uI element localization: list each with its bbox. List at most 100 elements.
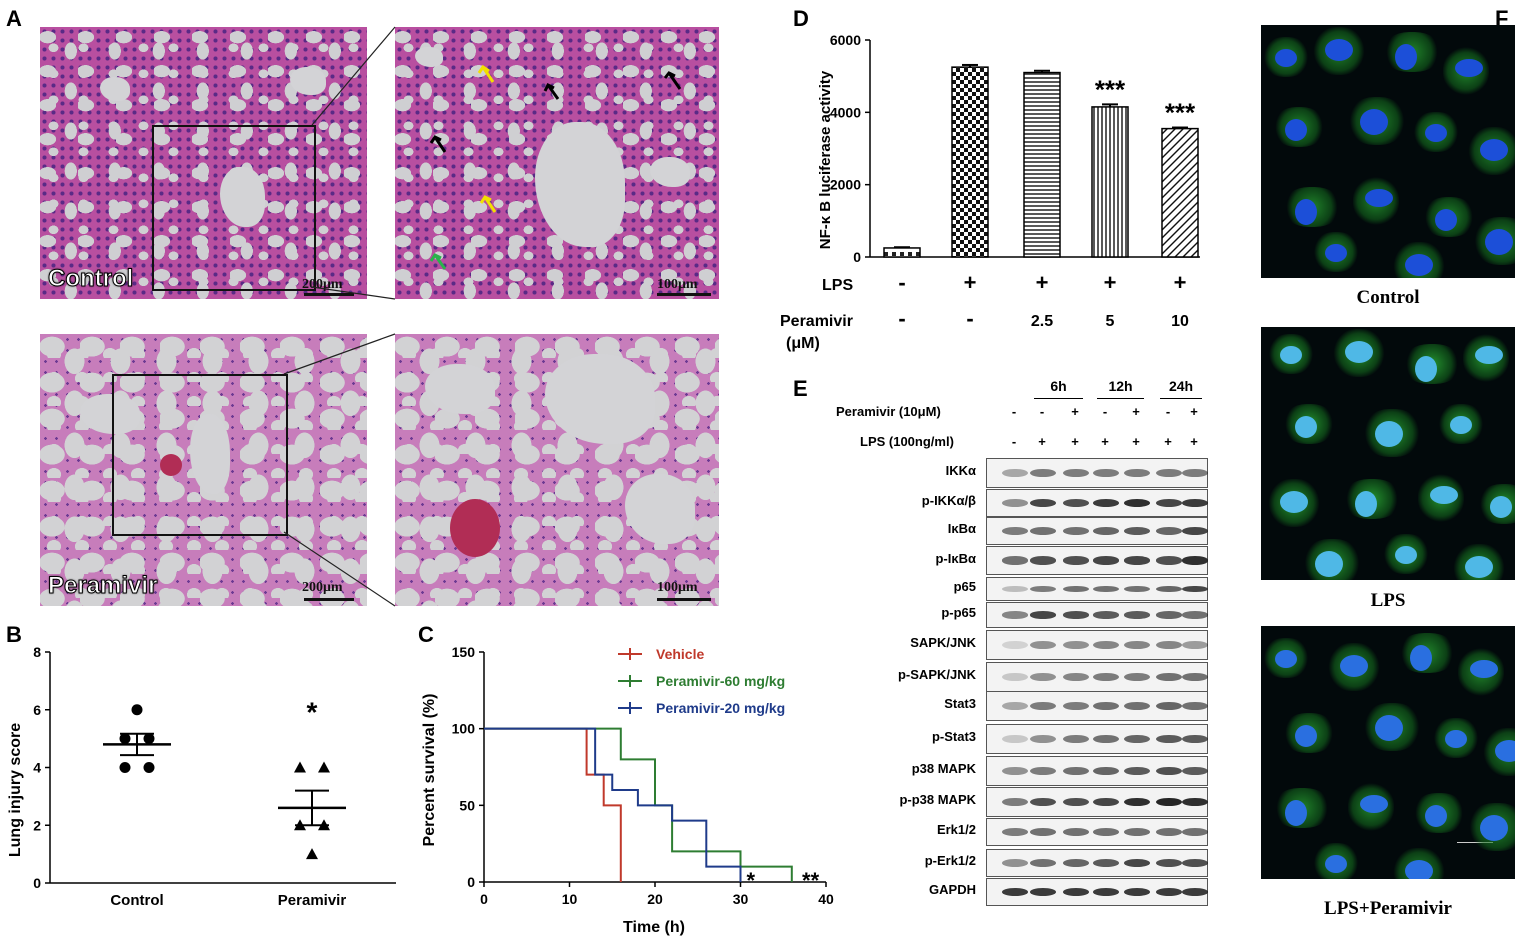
control-label: Control	[47, 265, 134, 293]
blot-band	[1156, 611, 1182, 619]
peramivir-sign: -	[1011, 404, 1017, 419]
blot-band	[1030, 468, 1056, 478]
cell-nucleus	[1470, 660, 1498, 678]
blot-band	[1030, 556, 1056, 565]
lps-sign: +	[1071, 434, 1079, 449]
scale-label-200: 200μm	[302, 580, 343, 595]
blot-band	[1093, 556, 1119, 565]
cell-nucleus	[1395, 546, 1417, 564]
blot-band	[1182, 797, 1208, 807]
peramivir-label: Peramivir	[47, 572, 158, 600]
blot-strip	[986, 849, 1208, 877]
timepoint-bracket	[1097, 398, 1144, 399]
y-tick-label: 150	[452, 644, 476, 660]
peramivir-lung-high-mag: 100μm	[395, 334, 719, 606]
y-tick-label: 50	[459, 797, 475, 813]
blot-band	[1002, 672, 1028, 682]
x-category-label: Control	[110, 892, 163, 909]
cell-nucleus	[1360, 795, 1388, 813]
protein-label: p-Stat3	[931, 729, 976, 744]
survival-curve	[484, 727, 742, 882]
panel-label-f: F	[1495, 6, 1509, 31]
blot-band	[1156, 556, 1182, 565]
blot-strip	[986, 577, 1208, 601]
cell-nucleus	[1325, 244, 1347, 262]
blot-band	[1030, 585, 1056, 593]
zoom-connector-lines	[283, 26, 396, 607]
cell-nucleus	[1340, 655, 1368, 677]
blot-band	[1124, 499, 1150, 507]
caption-lps-peramivir: LPS+Peramivir	[1324, 898, 1452, 919]
cell-nucleus	[1395, 44, 1417, 70]
blot-band	[1002, 701, 1028, 711]
blot-band	[1030, 888, 1056, 896]
protein-label: SAPK/JNK	[910, 635, 976, 650]
y-tick-label: 6	[33, 702, 41, 718]
blot-band	[1002, 527, 1028, 535]
y-axis-label: NF-κ B luciferase activity	[817, 70, 834, 249]
significance-marker: ***	[1095, 74, 1126, 104]
scale-bar	[657, 598, 711, 601]
y-tick-label: 2000	[830, 177, 861, 193]
blot-band	[1124, 640, 1150, 650]
panel-label-c: C	[418, 622, 434, 647]
blot-band	[1182, 640, 1208, 650]
cell-nucleus	[1415, 356, 1437, 382]
cell-nucleus	[1295, 416, 1317, 438]
protein-label: p-IκBα	[935, 550, 976, 566]
cell-nucleus	[1465, 556, 1493, 578]
cell-nucleus	[1275, 49, 1297, 67]
cell-nucleus	[1435, 209, 1457, 231]
scale-bar	[657, 293, 711, 296]
protein-label: GAPDH	[929, 882, 976, 897]
x-tick-label: 10	[562, 891, 578, 907]
row-cell: -	[966, 306, 973, 331]
row-cell: -	[898, 306, 905, 331]
blot-band	[1063, 468, 1089, 478]
protein-label: p-p65	[941, 605, 976, 620]
blot-strip	[986, 756, 1208, 786]
blot-band	[1156, 828, 1182, 836]
blot-band	[1093, 701, 1119, 711]
blot-band	[1182, 859, 1208, 867]
caption-control: Control	[1356, 287, 1420, 308]
data-point	[294, 761, 306, 773]
protein-label: p65	[953, 579, 976, 594]
blot-band	[1093, 888, 1119, 896]
x-category-label: Peramivir	[278, 892, 347, 909]
lps-sign: -	[1011, 434, 1017, 449]
scale-label-200: 200μm	[302, 277, 343, 292]
blot-band	[1093, 499, 1119, 507]
blot-band	[1030, 766, 1056, 776]
lps-sign: +	[1164, 434, 1172, 449]
blot-band	[1030, 611, 1056, 619]
blot-band	[1182, 734, 1208, 744]
nfkb-luciferase-chart: NF-κ B luciferase activity 0 2000 4000 6000…	[780, 32, 1200, 352]
lps-sign: +	[1101, 434, 1109, 449]
cell-nucleus	[1315, 551, 1343, 577]
blot-band	[1124, 859, 1150, 867]
blot-band	[1030, 499, 1056, 507]
blot-band	[1002, 499, 1028, 507]
western-blot-panel: Peramivir (10μM) LPS (100ng/ml) 6h 12h 24h…	[790, 376, 1220, 936]
blot-band	[1124, 888, 1150, 896]
bar	[1023, 71, 1061, 258]
blot-band	[1182, 766, 1208, 776]
blot-strip	[986, 489, 1208, 517]
peramivir-sign: +	[1071, 404, 1079, 419]
cell-nucleus	[1480, 139, 1508, 161]
blot-strip	[986, 630, 1208, 660]
blot-band	[1124, 701, 1150, 711]
blot-band	[1030, 828, 1056, 836]
blot-band	[1093, 797, 1119, 807]
blot-band	[1030, 701, 1056, 711]
blot-band	[1182, 468, 1208, 478]
annotation-arrows	[429, 64, 682, 270]
blot-band	[1124, 672, 1150, 682]
y-axis-label: Lung injury score	[7, 723, 24, 857]
row-cell: 2.5	[1031, 313, 1053, 330]
cell-nucleus	[1375, 715, 1403, 741]
blot-band	[1093, 859, 1119, 867]
timepoint-bracket	[1034, 398, 1083, 399]
y-tick-label: 4000	[830, 104, 861, 120]
